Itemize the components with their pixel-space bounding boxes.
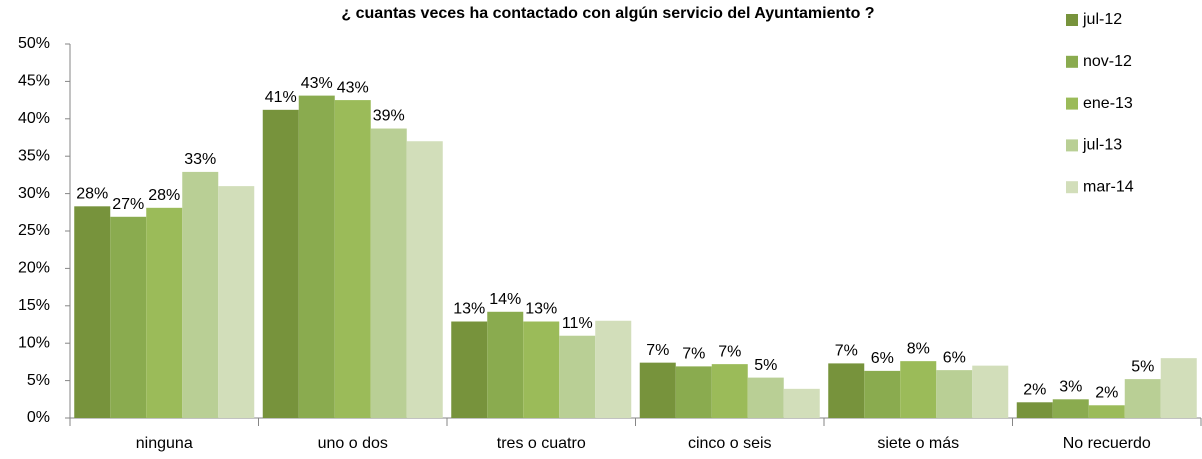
data-label: 28% [76,186,108,203]
bar [711,364,748,418]
y-tick-label: 5% [27,372,50,389]
data-label: 11% [562,315,593,332]
data-label: 43% [337,79,369,96]
bar [451,321,488,418]
data-label: 13% [525,301,557,318]
y-tick-label: 10% [18,334,50,351]
bar [146,207,183,418]
data-label: 2% [1023,382,1046,399]
y-tick-label: 45% [18,73,50,90]
bar [639,362,676,418]
legend-swatch [1066,97,1078,110]
data-label: 8% [907,340,930,357]
data-label: 13% [453,301,485,318]
y-tick-label: 0% [27,409,50,426]
bar [1088,405,1125,418]
bar [936,370,973,418]
x-tick-label: cinco o seis [688,435,772,452]
data-label: 5% [754,357,777,374]
bar [406,141,443,419]
bar [900,361,937,418]
legend-label: jul-12 [1082,11,1122,28]
legend-label: ene-13 [1083,95,1133,112]
chart-title: ¿ cuantas veces ha contactado con algún … [341,5,874,22]
bar [783,388,820,418]
bar [110,216,147,418]
bar [487,311,524,418]
legend-label: jul-13 [1082,137,1122,154]
data-label: 41% [265,89,297,106]
bar [334,100,371,418]
legend-swatch [1066,139,1078,152]
x-tick-label: uno o dos [318,435,388,452]
bar [523,321,560,418]
y-tick-label: 20% [18,260,50,277]
y-tick-label: 15% [18,297,50,314]
bar [972,365,1009,418]
bar [182,171,219,418]
data-label: 28% [148,187,180,204]
bar [298,95,335,418]
data-label: 33% [184,151,216,168]
legend-swatch [1066,14,1078,26]
bar [218,186,255,418]
bar [747,377,784,418]
bar [74,206,111,418]
data-label: 6% [871,350,894,367]
bar [828,363,865,418]
legend-label: mar-14 [1083,178,1134,195]
bar [370,128,407,419]
bar [864,370,901,418]
y-tick-label: 50% [18,35,50,52]
bar [1052,399,1089,418]
data-label: 5% [1131,358,1154,375]
y-tick-label: 25% [18,222,50,239]
data-label: 7% [718,343,741,360]
bar [675,366,712,418]
x-tick-label: ninguna [136,435,193,452]
bar [262,109,299,418]
bar [559,335,596,418]
bar [1016,402,1053,418]
data-label: 7% [682,346,705,363]
bar [595,320,632,418]
y-tick-label: 40% [18,110,50,127]
data-label: 7% [646,342,669,359]
data-label: 3% [1059,379,1082,396]
x-tick-label: No recuerdo [1063,435,1151,452]
legend-label: nov-12 [1083,53,1132,70]
data-label: 6% [943,349,966,366]
y-tick-label: 35% [18,147,50,164]
data-label: 43% [301,75,333,92]
data-label: 7% [835,343,858,360]
data-label: 39% [373,108,405,125]
y-tick-label: 30% [18,185,50,202]
legend-swatch [1066,55,1078,68]
x-tick-label: siete o más [877,435,959,452]
legend-swatch [1066,181,1078,194]
bar [1160,358,1197,418]
data-label: 27% [112,196,144,213]
data-label: 2% [1095,385,1118,402]
data-label: 14% [489,291,521,308]
bar [1124,379,1161,418]
x-tick-label: tres o cuatro [497,435,586,452]
